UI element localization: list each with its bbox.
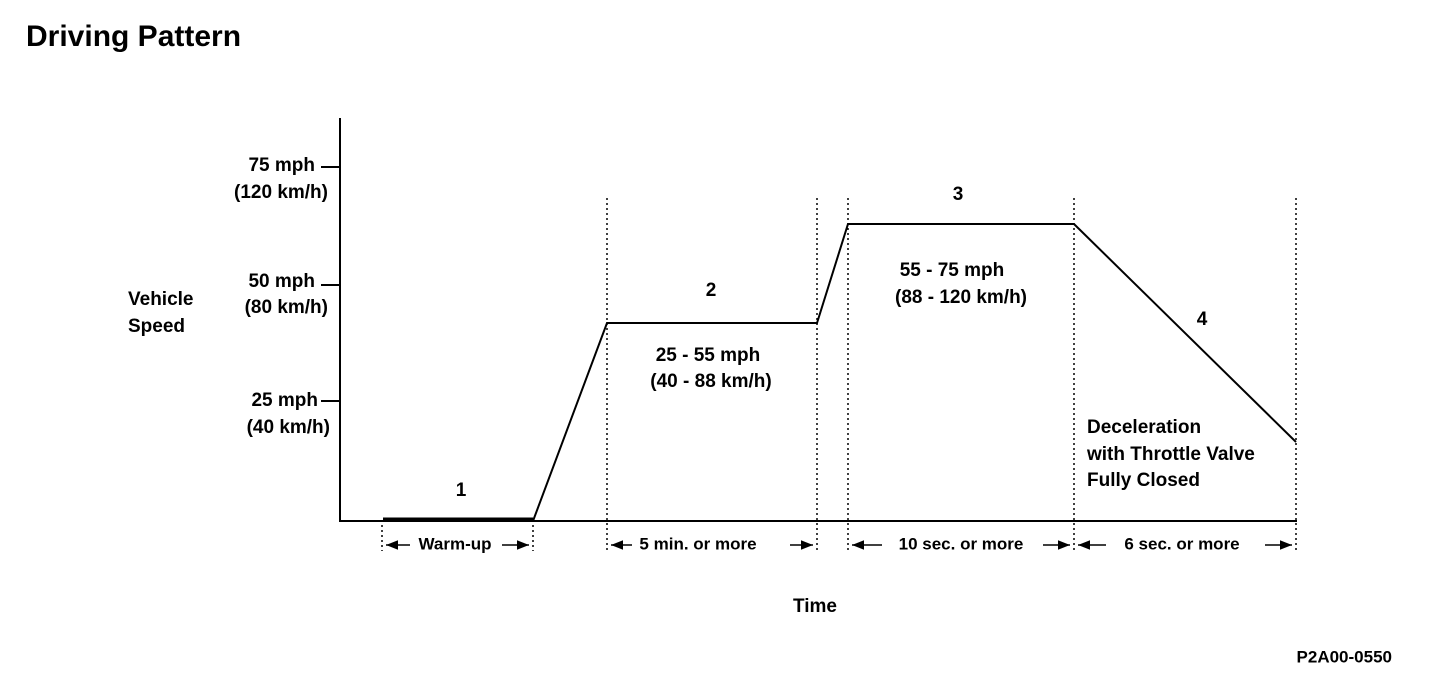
stage-note: Fully Closed bbox=[1087, 470, 1200, 491]
tick-metric: (40 km/h) bbox=[247, 417, 330, 438]
speed-profile bbox=[532, 223, 1297, 522]
tick-speed: 25 mph bbox=[251, 390, 318, 411]
y-axis-label: Vehicle bbox=[128, 289, 194, 310]
stage-note: Deceleration bbox=[1087, 417, 1201, 438]
stage-number: 3 bbox=[953, 184, 964, 205]
title: Driving Pattern bbox=[26, 20, 241, 53]
x-axis-label: Time bbox=[793, 596, 837, 617]
stage-speed: (40 - 88 km/h) bbox=[650, 371, 771, 392]
stage-number: 2 bbox=[706, 280, 717, 301]
stage-speed: 55 - 75 mph bbox=[900, 260, 1005, 281]
stage-number: 1 bbox=[456, 480, 467, 501]
tick-metric: (120 km/h) bbox=[234, 182, 328, 203]
tick-speed: 75 mph bbox=[248, 155, 315, 176]
tick-metric: (80 km/h) bbox=[245, 297, 328, 318]
duration: 5 min. or more bbox=[639, 534, 756, 553]
stage-speed: 25 - 55 mph bbox=[656, 345, 761, 366]
duration: 6 sec. or more bbox=[1124, 534, 1239, 553]
figure-code: P2A00-0550 bbox=[1297, 647, 1392, 666]
stage-number: 4 bbox=[1197, 309, 1208, 330]
duration: 10 sec. or more bbox=[899, 534, 1024, 553]
duration: Warm-up bbox=[418, 534, 491, 553]
y-axis-label: Speed bbox=[128, 316, 185, 337]
stage-speed: (88 - 120 km/h) bbox=[895, 287, 1027, 308]
stage-note: with Throttle Valve bbox=[1086, 444, 1255, 465]
tick-speed: 50 mph bbox=[248, 271, 315, 292]
